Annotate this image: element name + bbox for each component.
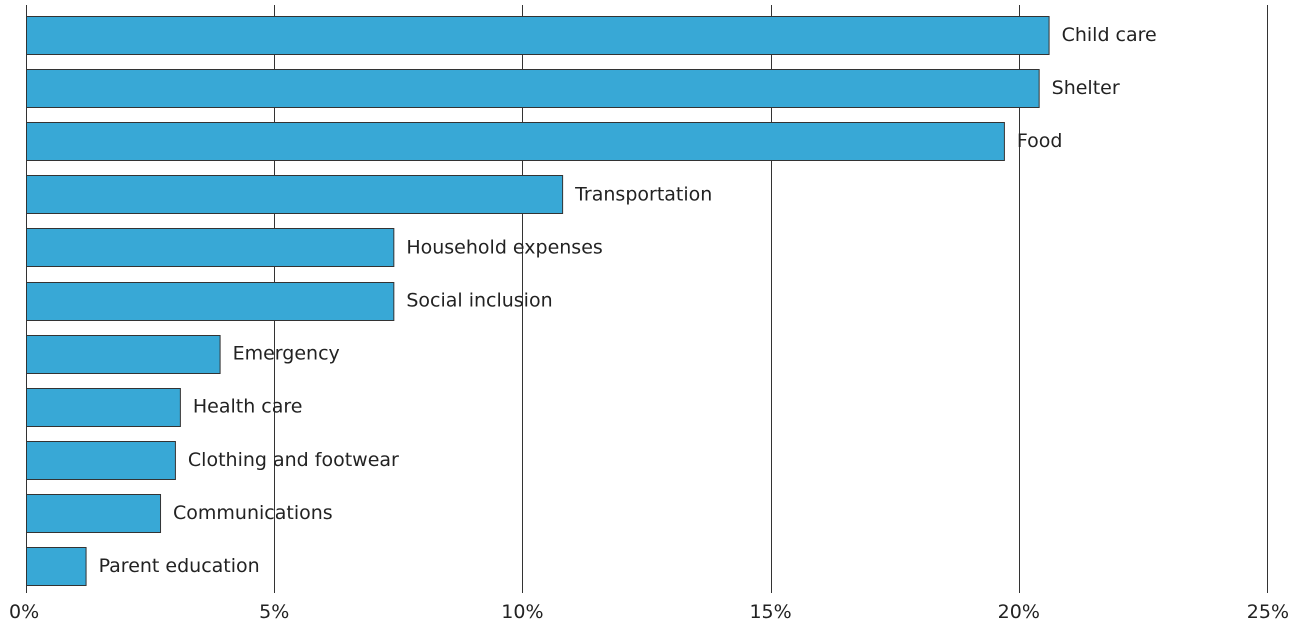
bar-label: Transportation	[574, 183, 712, 205]
bar	[26, 122, 1005, 161]
bars	[26, 16, 1050, 586]
bar	[26, 335, 221, 374]
bar-label: Parent education	[99, 555, 260, 577]
x-tick-label: 15%	[749, 601, 791, 623]
x-axis-ticks: 0% 5% 10% 15% 20% 25%	[9, 601, 1289, 623]
x-tick-label: 0%	[9, 601, 39, 623]
bar	[26, 441, 176, 480]
bar	[26, 16, 1050, 55]
bar	[26, 282, 395, 321]
bar-label: Communications	[173, 502, 333, 524]
bar-labels: Child care Shelter Food Transportation House…	[99, 24, 1157, 577]
bar	[26, 388, 181, 427]
bar-label: Food	[1017, 130, 1063, 152]
x-tick-label: 20%	[998, 601, 1040, 623]
bar-label: Child care	[1062, 24, 1157, 46]
bar-label: Clothing and footwear	[188, 449, 399, 471]
bar	[26, 228, 395, 267]
x-tick-label: 25%	[1247, 601, 1289, 623]
bar-label: Household expenses	[406, 236, 602, 258]
bar	[26, 494, 162, 533]
bar	[26, 547, 87, 586]
bar-label: Shelter	[1052, 77, 1120, 99]
bar-label: Social inclusion	[406, 290, 552, 312]
x-tick-label: 10%	[501, 601, 543, 623]
bar-label: Health care	[193, 396, 303, 418]
x-tick-label: 5%	[259, 601, 289, 623]
bar	[26, 175, 564, 214]
bar-label: Emergency	[233, 343, 340, 365]
bar	[26, 69, 1040, 108]
